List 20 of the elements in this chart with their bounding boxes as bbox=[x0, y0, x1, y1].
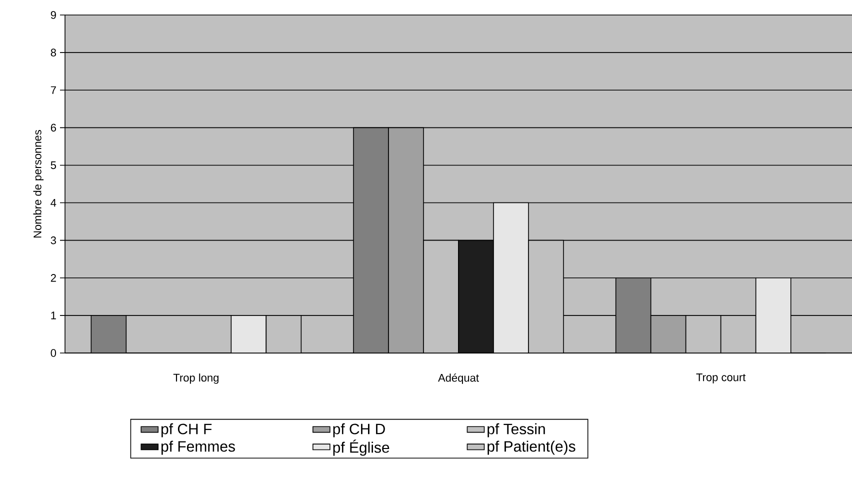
x-tick-label: Trop court bbox=[696, 374, 746, 384]
y-tick-label: 8 bbox=[50, 48, 56, 56]
y-tick-label: 0 bbox=[50, 349, 56, 357]
y-tick-label: 2 bbox=[50, 274, 56, 282]
legend-label: pf CH F bbox=[161, 423, 212, 438]
x-tick-label: Trop long bbox=[173, 374, 218, 384]
legend-label: pf Église bbox=[333, 440, 390, 456]
legend-label: pf Patient(e)s bbox=[488, 440, 576, 455]
y-axis-title: Nombre de personnes bbox=[33, 130, 44, 238]
x-tick-label: Adéquat bbox=[438, 374, 479, 384]
y-tick-label: 4 bbox=[50, 199, 56, 207]
y-tick-label: 9 bbox=[50, 11, 56, 19]
legend-label: pf Tessin bbox=[488, 423, 545, 438]
y-tick-label: 6 bbox=[50, 124, 56, 132]
legend-label: pf CH D bbox=[333, 423, 385, 438]
y-tick-label: 3 bbox=[50, 236, 56, 244]
y-tick-label: 7 bbox=[50, 86, 56, 94]
y-tick-label: 5 bbox=[50, 161, 56, 170]
y-tick-label: 1 bbox=[51, 312, 56, 320]
legend-label: pf Femmes bbox=[161, 440, 235, 455]
